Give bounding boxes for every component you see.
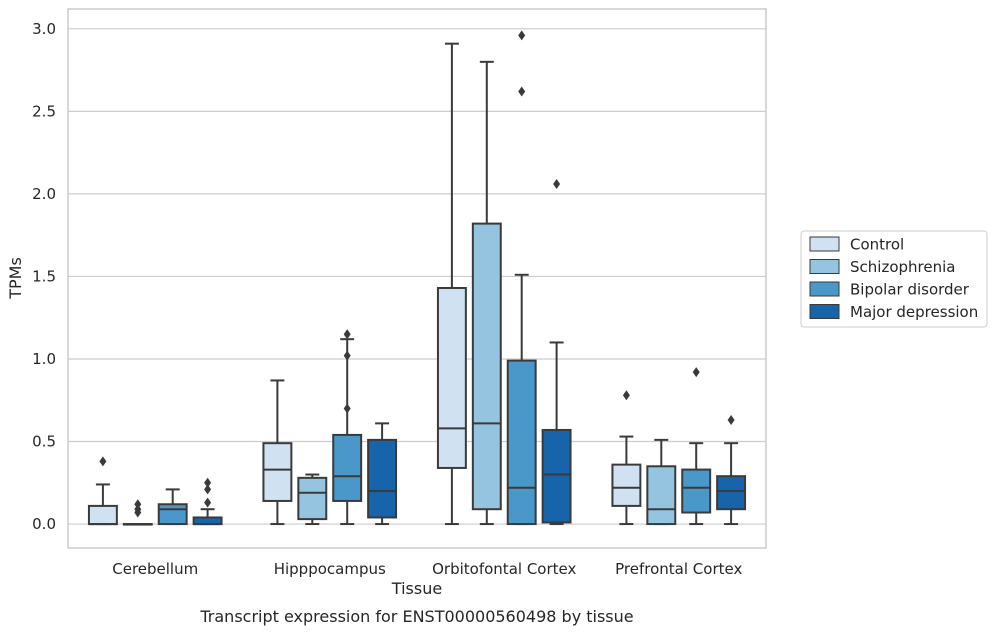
- outlier-point: [134, 499, 142, 510]
- y-tick-label: 0.0: [32, 515, 56, 533]
- outlier-point: [343, 403, 351, 414]
- legend-swatch: [809, 259, 840, 274]
- box-iqr: [367, 438, 398, 519]
- outlier-point: [622, 390, 630, 401]
- box-iqr: [646, 465, 677, 526]
- outlier-point: [204, 477, 212, 488]
- box-series-group: [87, 30, 747, 526]
- box-iqr: [611, 463, 642, 507]
- outlier-point: [518, 30, 526, 41]
- outlier-point: [343, 329, 351, 340]
- box-iqr: [87, 504, 118, 526]
- box-iqr: [541, 428, 572, 524]
- outlier-point: [727, 415, 735, 426]
- outlier-point: [204, 497, 212, 508]
- outlier-point: [692, 367, 700, 378]
- box-schizophrenia: [122, 499, 153, 526]
- box-iqr: [716, 475, 747, 511]
- legend-label: Control: [850, 236, 904, 254]
- box-control: [611, 390, 642, 526]
- legend-label: Major depression: [850, 303, 978, 321]
- box-iqr: [157, 503, 188, 526]
- box-iqr: [436, 286, 467, 469]
- box-bipolar-disorder: [506, 30, 537, 526]
- x-tick-label: Hipppocampus: [274, 560, 386, 578]
- x-axis-label: Tissue: [391, 579, 442, 598]
- plot-background: [68, 9, 766, 548]
- box-major-depression: [192, 477, 223, 526]
- box-control: [436, 42, 467, 526]
- legend-label: Schizophrenia: [850, 258, 955, 276]
- legend-label: Bipolar disorder: [850, 281, 970, 299]
- y-tick-label: 2.5: [32, 102, 56, 120]
- box-major-depression: [716, 415, 747, 526]
- box-schizophrenia: [646, 438, 677, 526]
- box-bipolar-disorder: [681, 367, 712, 526]
- legend-swatch: [809, 281, 840, 297]
- legend: Control Schizophrenia Bipolar disorder Majo…: [800, 230, 988, 328]
- x-tick-label: Cerebellum: [112, 560, 198, 578]
- x-tick-labels: Cerebellum Hipppocampus Orbitofontal Corte…: [112, 560, 742, 578]
- y-tick-label: 0.5: [32, 433, 56, 451]
- box-iqr: [332, 433, 363, 502]
- outlier-point: [99, 456, 107, 467]
- box-iqr: [297, 476, 328, 521]
- chart-caption: Transcript expression for ENST0000056049…: [199, 607, 633, 626]
- x-tick-label: Orbitofontal Cortex: [432, 560, 576, 578]
- y-tick-label: 2.0: [32, 185, 56, 203]
- y-tick-label: 3.0: [32, 20, 56, 38]
- outlier-point: [204, 484, 212, 495]
- outlier-point: [553, 178, 561, 189]
- box-schizophrenia: [471, 60, 502, 526]
- box-schizophrenia: [297, 473, 328, 526]
- y-tick-labels: 0.0 0.5 1.0 1.5 2.0 2.5 3.0: [32, 20, 56, 533]
- box-control: [262, 379, 293, 526]
- y-tick-label: 1.0: [32, 350, 56, 368]
- legend-swatch: [809, 236, 840, 252]
- box-major-depression: [367, 422, 398, 526]
- outlier-point: [343, 350, 351, 361]
- box-iqr: [506, 359, 537, 526]
- box-major-depression: [541, 178, 572, 526]
- y-tick-label: 1.5: [32, 267, 56, 285]
- x-tick-label: Prefrontal Cortex: [615, 560, 742, 578]
- outlier-point: [518, 86, 526, 97]
- legend-frame: [800, 230, 988, 328]
- plot-frame: [67, 8, 767, 549]
- box-iqr: [471, 222, 502, 511]
- y-axis-label: TPMs: [6, 257, 25, 300]
- box-iqr: [262, 442, 293, 502]
- box-iqr: [681, 468, 712, 514]
- box-bipolar-disorder: [157, 488, 188, 526]
- box-control: [87, 456, 118, 526]
- box-bipolar-disorder: [332, 329, 363, 526]
- legend-swatch: [809, 304, 840, 319]
